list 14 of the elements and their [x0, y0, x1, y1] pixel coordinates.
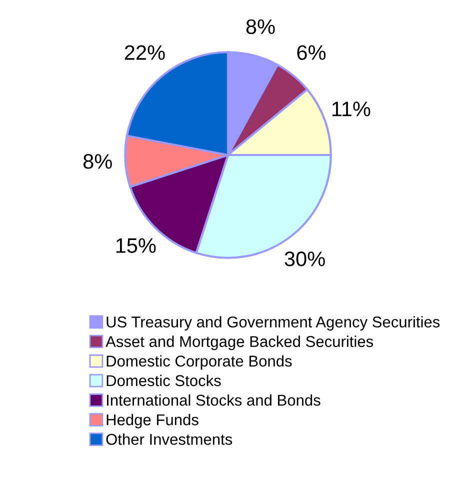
legend-label: Domestic Corporate Bonds — [106, 355, 292, 370]
data-label: 8% — [83, 154, 112, 169]
legend-label: US Treasury and Government Agency Securities — [106, 316, 440, 331]
legend-label: Hedge Funds — [106, 414, 198, 428]
legend-label: Asset and Mortgage Backed Securities — [106, 336, 374, 350]
legend-label: Domestic Stocks — [106, 374, 221, 386]
legend-label: International Stocks and Bonds — [106, 394, 320, 406]
data-label: 22% — [124, 45, 165, 60]
data-label: 6% — [297, 45, 326, 60]
legend-label: Other Investments — [106, 433, 232, 445]
data-label: 8% — [246, 19, 275, 34]
data-label: 30% — [284, 252, 325, 266]
data-label: 15% — [116, 238, 156, 253]
data-label: 11% — [332, 102, 370, 116]
